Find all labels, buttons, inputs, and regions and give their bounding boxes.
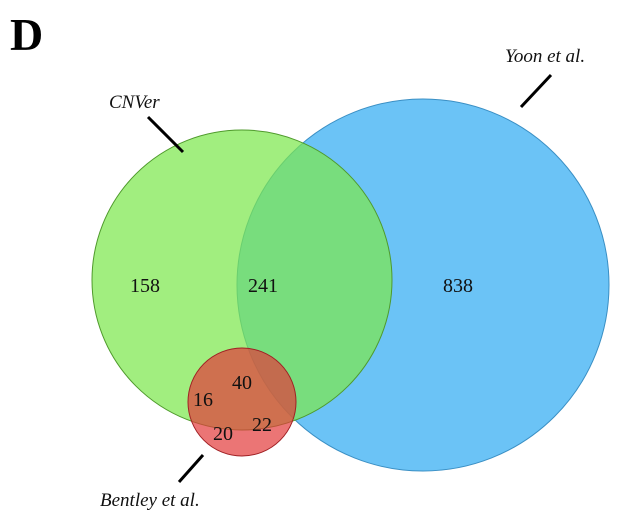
bentley-label: Bentley et al. [100,490,200,511]
bentley-leader-line [177,454,205,483]
cnver-label: CNVer [109,92,160,113]
count-bentley-only: 20 [213,423,233,445]
count-yoon-only: 838 [443,275,473,297]
count-cnver-bentley: 16 [193,389,213,411]
cnver-leader-line [146,115,185,154]
bentley-circle [187,347,297,457]
yoon-leader-line [519,73,553,109]
count-cnver-only: 158 [130,275,160,297]
panel-label: D [10,9,43,60]
count-cnver-yoon: 241 [248,275,278,297]
count-all-three: 40 [232,372,252,394]
yoon-label: Yoon et al. [505,46,585,67]
venn-circles [91,98,610,472]
count-yoon-bentley: 22 [252,414,272,436]
